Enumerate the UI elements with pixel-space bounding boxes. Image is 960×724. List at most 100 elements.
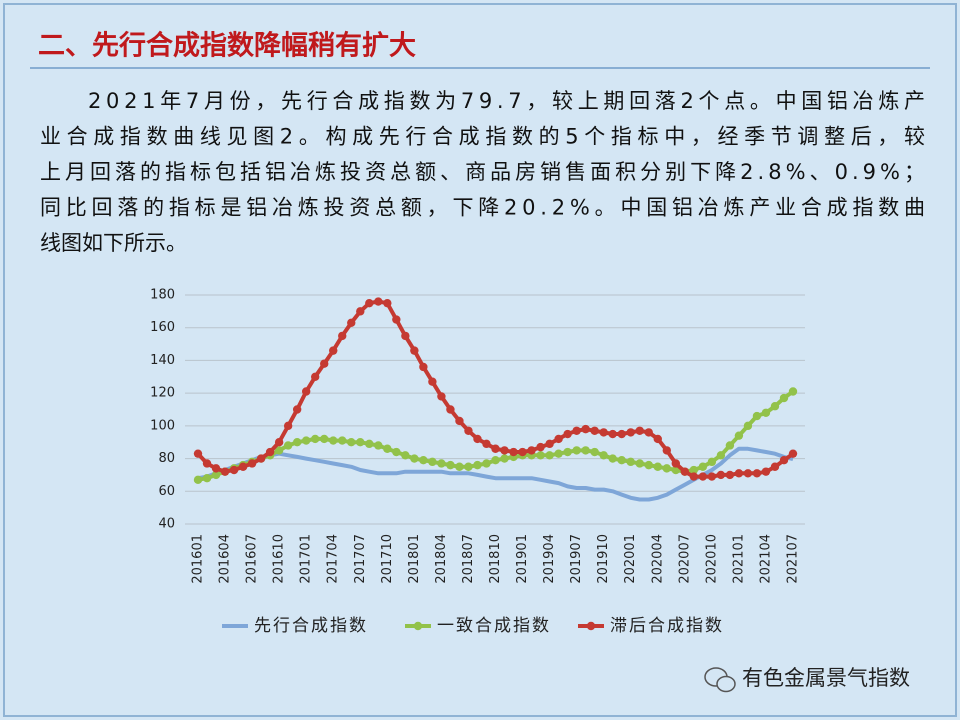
series-marker (392, 447, 401, 457)
series-marker (365, 298, 374, 308)
series-marker (662, 446, 671, 455)
series-marker (410, 346, 419, 355)
series-marker (383, 298, 392, 308)
series-marker (419, 362, 428, 372)
series-marker (698, 472, 708, 481)
series-marker (563, 447, 572, 457)
series-marker (428, 457, 437, 467)
series-marker (518, 447, 527, 457)
legend-label: 先行合成指数 (254, 616, 368, 636)
series-marker (707, 457, 717, 467)
x-tick-label: 201604 (218, 534, 233, 584)
series-marker (788, 387, 798, 396)
series-marker (725, 470, 735, 480)
x-tick-label: 201907 (569, 534, 584, 584)
series-marker (635, 459, 644, 468)
series-marker (437, 459, 446, 468)
y-tick-label: 40 (158, 517, 175, 532)
series-marker (274, 438, 284, 447)
series-marker (707, 472, 717, 481)
legend-marker (586, 621, 596, 631)
paragraph-line: 上月回落的指标包括铝冶炼投资总额、商品房销售面积分别下降2.8%、0.9%； (40, 160, 925, 184)
series-marker (220, 467, 230, 476)
series-marker (500, 446, 509, 455)
x-tick-label: 202104 (758, 534, 773, 584)
series-marker (536, 451, 545, 460)
series-marker (779, 456, 789, 465)
series-marker (509, 447, 518, 457)
series-marker (365, 439, 374, 449)
series-marker (211, 470, 221, 480)
series-marker (725, 441, 735, 450)
paragraph-line: 同比回落的指标是铝冶炼投资总额，下降20.2%。中国铝冶炼产业合成指数曲 (40, 196, 925, 220)
series-marker (581, 446, 590, 455)
series-marker (581, 424, 590, 434)
series-marker (761, 467, 771, 476)
x-tick-label: 201910 (596, 534, 611, 584)
wechat-icon (704, 667, 736, 693)
x-tick-label: 201901 (515, 534, 530, 584)
series-marker (283, 421, 293, 431)
series-marker (572, 426, 581, 435)
legend-label: 一致合成指数 (437, 616, 551, 636)
series-marker (265, 447, 275, 457)
series-marker (247, 459, 257, 468)
series-marker (320, 434, 329, 444)
series-marker (698, 462, 708, 471)
series-marker (779, 393, 789, 403)
series-marker (374, 297, 383, 306)
series-marker (608, 454, 617, 463)
series-marker (644, 428, 653, 437)
series-marker (338, 436, 347, 445)
series-marker (689, 465, 699, 475)
x-tick-label: 201607 (245, 534, 260, 584)
y-tick-label: 120 (150, 386, 175, 401)
x-tick-label: 201810 (488, 534, 503, 584)
series-marker (482, 439, 491, 449)
series-marker (626, 428, 635, 437)
x-tick-label: 202001 (623, 534, 638, 584)
series-marker (554, 434, 563, 444)
series-marker (419, 456, 428, 465)
series-marker (761, 408, 771, 417)
series-marker (410, 454, 419, 463)
series-marker (392, 315, 401, 324)
series-marker (446, 405, 455, 414)
footer-source: 有色金属景气指数 (742, 666, 910, 690)
y-tick-label: 160 (150, 320, 175, 335)
y-tick-label: 60 (158, 484, 175, 499)
series-marker (292, 438, 302, 447)
x-tick-label: 202010 (704, 534, 719, 584)
series-marker (437, 392, 446, 401)
legend-marker (413, 621, 423, 631)
series-marker (545, 439, 554, 449)
series-marker (310, 434, 320, 444)
x-tick-label: 201704 (326, 534, 341, 584)
series-marker (500, 454, 509, 463)
series-marker (464, 426, 473, 435)
series-marker (671, 459, 681, 468)
series-marker (734, 469, 744, 478)
series-marker (716, 470, 726, 480)
series-marker (752, 411, 762, 421)
series-marker (401, 331, 410, 341)
x-tick-label: 202107 (786, 534, 801, 584)
series-marker (617, 456, 626, 465)
series-marker (608, 429, 617, 439)
series-marker (473, 460, 482, 470)
series-marker (653, 462, 662, 471)
slide-title: 二、先行合成指数降幅稍有扩大 (38, 30, 416, 62)
series-marker (301, 387, 311, 396)
x-tick-label: 202101 (731, 534, 746, 584)
series-marker (202, 459, 212, 468)
series-marker (635, 426, 644, 435)
series-marker (320, 359, 329, 368)
series-marker (347, 438, 356, 447)
y-tick-label: 180 (150, 288, 175, 303)
series-marker (338, 331, 347, 341)
series-marker (680, 467, 690, 476)
series-marker (599, 451, 608, 460)
series-marker (491, 444, 500, 453)
series-marker (572, 446, 581, 455)
